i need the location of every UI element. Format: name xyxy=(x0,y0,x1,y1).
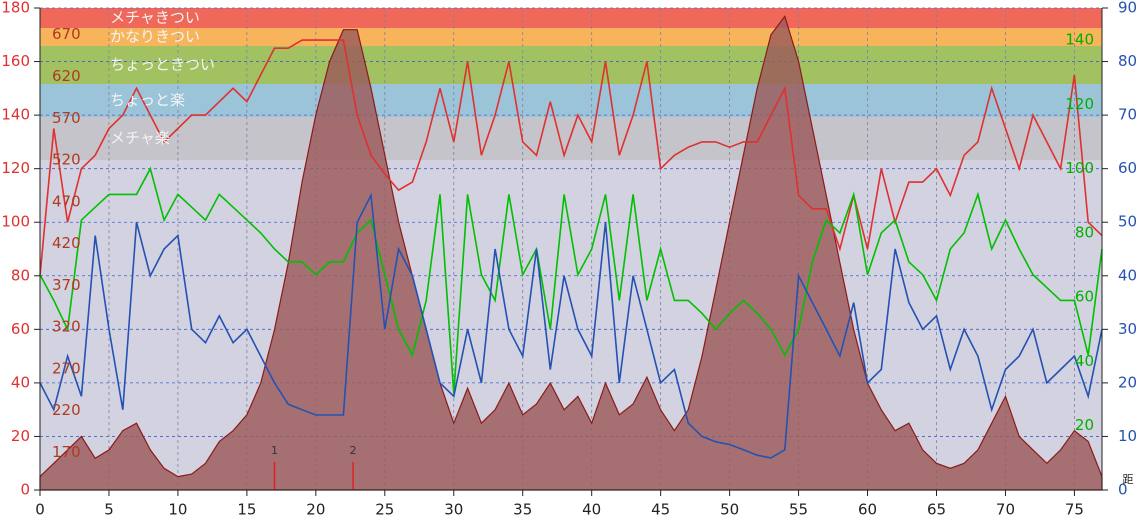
elevation-tick-label: 520 xyxy=(52,151,81,169)
x-tick-label: 30 xyxy=(444,501,463,519)
x-tick-label: 0 xyxy=(35,501,45,519)
elevation-tick-label: 570 xyxy=(52,109,81,127)
x-tick-label: 20 xyxy=(306,501,325,519)
y-tick-label: 100 xyxy=(1,213,30,231)
cadence-tick-label: 120 xyxy=(1065,95,1094,113)
elevation-tick-label: 270 xyxy=(52,359,81,377)
zone-label: メチャきつい xyxy=(110,9,200,27)
zone-label: メチャ楽 xyxy=(110,129,170,147)
y2-tick-label: 0 xyxy=(1118,481,1128,499)
x-tick-label: 65 xyxy=(927,501,946,519)
y2-tick-label: 60 xyxy=(1118,159,1137,177)
y2-tick-label: 80 xyxy=(1118,52,1137,70)
x-tick-label: 50 xyxy=(720,501,739,519)
series-line xyxy=(39,166,1103,394)
y-tick-label: 140 xyxy=(1,106,30,124)
zone-label: ちょっときつい xyxy=(110,56,215,74)
x-tick-label: 75 xyxy=(1065,501,1084,519)
x-tick-label: 15 xyxy=(237,501,256,519)
zone-label: かなりきつい xyxy=(110,28,200,46)
y-tick-label: 20 xyxy=(11,427,30,445)
y2-tick-label: 30 xyxy=(1118,320,1137,338)
y-tick-label: 180 xyxy=(1,0,30,17)
x-tick-label: 25 xyxy=(375,501,394,519)
elevation-tick-label: 470 xyxy=(52,192,81,210)
elevation-tick-label: 170 xyxy=(52,443,81,461)
lap-label: 2 xyxy=(350,444,357,457)
y2-tick-label: 50 xyxy=(1118,213,1137,231)
y-tick-label: 60 xyxy=(11,320,30,338)
y2-tick-label: 90 xyxy=(1118,0,1137,17)
x-tick-label: 60 xyxy=(858,501,877,519)
y-tick-label: 160 xyxy=(1,52,30,70)
elevation-tick-label: 220 xyxy=(52,401,81,419)
lap-label: 1 xyxy=(271,444,278,457)
x-tick-label: 5 xyxy=(104,501,114,519)
cadence-tick-label: 100 xyxy=(1065,159,1094,177)
cadence-tick-label: 40 xyxy=(1075,352,1094,370)
elevation-tick-label: 620 xyxy=(52,67,81,85)
elevation-tick-label: 420 xyxy=(52,234,81,252)
elevation-tick-label: 370 xyxy=(52,276,81,294)
zone-band xyxy=(40,8,1102,29)
elevation-area xyxy=(39,15,1103,491)
x-tick-label: 70 xyxy=(996,501,1015,519)
elevation-tick-label: 320 xyxy=(52,318,81,336)
y2-tick-label: 70 xyxy=(1118,106,1137,124)
y-tick-label: 120 xyxy=(1,159,30,177)
y-tick-label: 80 xyxy=(11,266,30,284)
y2-tick-label: 20 xyxy=(1118,373,1137,391)
cadence-tick-label: 60 xyxy=(1075,288,1094,306)
x-tick-label: 10 xyxy=(168,501,187,519)
series-line xyxy=(39,39,1103,276)
cadence-tick-label: 20 xyxy=(1075,416,1094,434)
elevation-tick-label: 670 xyxy=(52,25,81,43)
x-tick-label: 40 xyxy=(582,501,601,519)
y-tick-label: 40 xyxy=(11,373,30,391)
zone-band xyxy=(40,28,1102,47)
y-tick-label: 0 xyxy=(20,481,30,499)
y2-tick-label: 40 xyxy=(1118,266,1137,284)
cadence-tick-label: 80 xyxy=(1075,223,1094,241)
y2-tick-label: 10 xyxy=(1118,427,1137,445)
zone-label: ちょっと楽 xyxy=(110,91,185,109)
zone-band xyxy=(40,116,1102,161)
zone-band xyxy=(40,46,1102,85)
cadence-tick-label: 140 xyxy=(1065,31,1094,49)
series-line xyxy=(39,192,1103,459)
x-tick-label: 55 xyxy=(789,501,808,519)
x-tick-label: 35 xyxy=(513,501,532,519)
zone-band xyxy=(40,84,1102,117)
x-tick-label: 45 xyxy=(651,501,670,519)
x-axis-label: 距 xyxy=(1123,473,1134,486)
